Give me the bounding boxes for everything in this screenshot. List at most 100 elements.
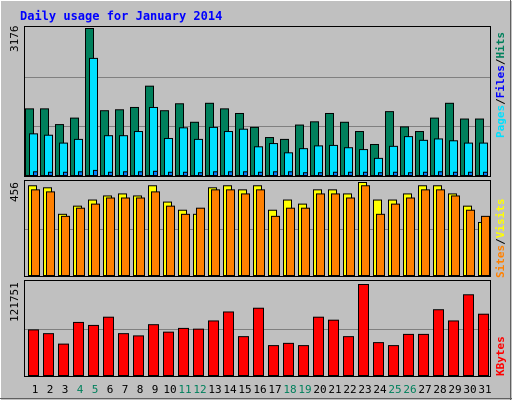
bar-kbytes-day-1 — [28, 329, 39, 377]
bar-pages-day-11 — [183, 171, 188, 176]
day-label-16: 16 — [253, 383, 266, 396]
bar-kbytes-day-17 — [268, 345, 279, 376]
day-label-31: 31 — [478, 383, 491, 396]
bar-files-day-16 — [254, 146, 263, 177]
bar-sites-day-2 — [46, 191, 55, 276]
bar-files-day-6 — [104, 135, 113, 177]
bar-sites-day-5 — [91, 203, 100, 276]
day-label-7: 7 — [122, 383, 129, 396]
day-label-5: 5 — [92, 383, 99, 396]
bar-pages-day-10 — [168, 171, 173, 176]
legend-sep-1: / — [494, 98, 507, 105]
bar-files-day-3 — [59, 142, 68, 176]
bar-pages-day-27 — [423, 171, 428, 176]
bar-sites-day-24 — [376, 213, 385, 277]
bar-pages-day-21 — [333, 171, 338, 176]
bar-pages-day-12 — [198, 172, 203, 176]
bar-kbytes-day-7 — [118, 333, 129, 376]
bar-files-day-2 — [44, 134, 53, 176]
bar-sites-day-28 — [436, 189, 445, 276]
bar-files-day-11 — [179, 127, 188, 176]
bar-sites-day-1 — [31, 189, 40, 276]
bar-files-day-26 — [404, 136, 413, 177]
bar-sites-day-7 — [121, 197, 130, 276]
bar-pages-day-29 — [453, 171, 458, 176]
bar-sites-day-3 — [61, 215, 70, 277]
bar-kbytes-day-20 — [313, 316, 324, 376]
day-labels: 1 2 3 4 5 6 7 8 9 10 11 12 13 14 15 16 17 18 19 20 21 22 23 24 2… — [32, 383, 492, 396]
bar-kbytes-day-19 — [298, 345, 309, 376]
day-label-23: 23 — [358, 383, 371, 396]
day-label-24: 24 — [373, 383, 387, 396]
bar-sites-day-31 — [481, 215, 490, 277]
bar-files-day-25 — [389, 145, 398, 177]
day-label-20: 20 — [313, 383, 326, 396]
chart-title: Daily usage for January 2014 — [20, 9, 222, 23]
bar-pages-day-14 — [228, 171, 233, 176]
bar-kbytes-day-18 — [283, 342, 294, 376]
day-label-9: 9 — [152, 383, 159, 396]
day-label-6: 6 — [107, 383, 114, 396]
bar-sites-day-19 — [301, 207, 310, 277]
bars-bottom-panel — [28, 284, 489, 377]
bar-files-day-7 — [119, 135, 128, 177]
top-max-label: 3176 — [8, 26, 21, 53]
legend-files: Files — [494, 65, 507, 98]
bar-kbytes-day-27 — [418, 333, 429, 377]
bar-sites-day-18 — [286, 207, 295, 277]
day-label-11: 11 — [178, 383, 191, 396]
bar-kbytes-day-15 — [238, 336, 249, 376]
day-label-12: 12 — [193, 383, 206, 396]
bar-sites-day-30 — [466, 209, 475, 277]
legend-kbytes: KBytes — [494, 336, 507, 376]
bar-kbytes-day-14 — [223, 311, 234, 376]
bar-pages-day-23 — [363, 171, 368, 176]
bar-kbytes-day-4 — [73, 321, 84, 377]
legend-sep-2: / — [494, 58, 507, 65]
bottom-max-label: 121751 — [8, 282, 21, 322]
bar-kbytes-day-2 — [43, 333, 54, 376]
bar-files-day-30 — [464, 142, 473, 176]
bar-files-day-21 — [329, 144, 338, 177]
legend-pages: Pages — [494, 105, 507, 138]
bar-pages-day-9 — [153, 170, 158, 176]
bar-files-day-9 — [149, 106, 158, 176]
bar-sites-day-25 — [391, 203, 400, 276]
bar-kbytes-day-10 — [163, 331, 174, 377]
day-label-17: 17 — [268, 383, 281, 396]
bar-kbytes-day-8 — [133, 335, 144, 376]
day-label-22: 22 — [343, 383, 356, 396]
day-label-13: 13 — [208, 383, 221, 396]
bar-sites-day-15 — [241, 193, 250, 276]
bar-files-day-22 — [344, 147, 353, 176]
bar-kbytes-day-25 — [388, 345, 399, 376]
bar-kbytes-day-13 — [208, 320, 219, 376]
bar-files-day-28 — [434, 138, 443, 176]
legend-sites: Sites — [494, 245, 507, 278]
bar-files-day-27 — [419, 139, 428, 177]
legend-visits: Visits — [494, 199, 507, 239]
bar-sites-day-29 — [451, 195, 460, 276]
bar-pages-day-24 — [378, 172, 383, 176]
bar-files-day-5 — [89, 57, 98, 177]
bar-kbytes-day-3 — [58, 343, 69, 377]
bar-sites-day-11 — [181, 213, 190, 277]
bar-pages-day-3 — [63, 171, 68, 176]
bar-sites-day-10 — [166, 205, 175, 276]
bar-kbytes-day-11 — [178, 327, 189, 376]
bar-sites-day-26 — [406, 197, 415, 276]
bars-top-panel — [25, 28, 488, 177]
bar-pages-day-7 — [123, 171, 128, 176]
bar-sites-day-9 — [151, 191, 160, 276]
bar-kbytes-day-9 — [148, 324, 159, 376]
bar-files-day-4 — [74, 138, 83, 176]
bar-sites-day-21 — [331, 193, 340, 276]
bar-kbytes-day-22 — [343, 336, 354, 376]
bar-kbytes-day-21 — [328, 319, 339, 377]
mid-max-label: 456 — [8, 182, 21, 202]
day-label-1: 1 — [32, 383, 39, 396]
bar-files-day-29 — [449, 140, 458, 177]
bar-kbytes-day-28 — [433, 309, 444, 376]
bar-files-day-19 — [299, 148, 308, 176]
